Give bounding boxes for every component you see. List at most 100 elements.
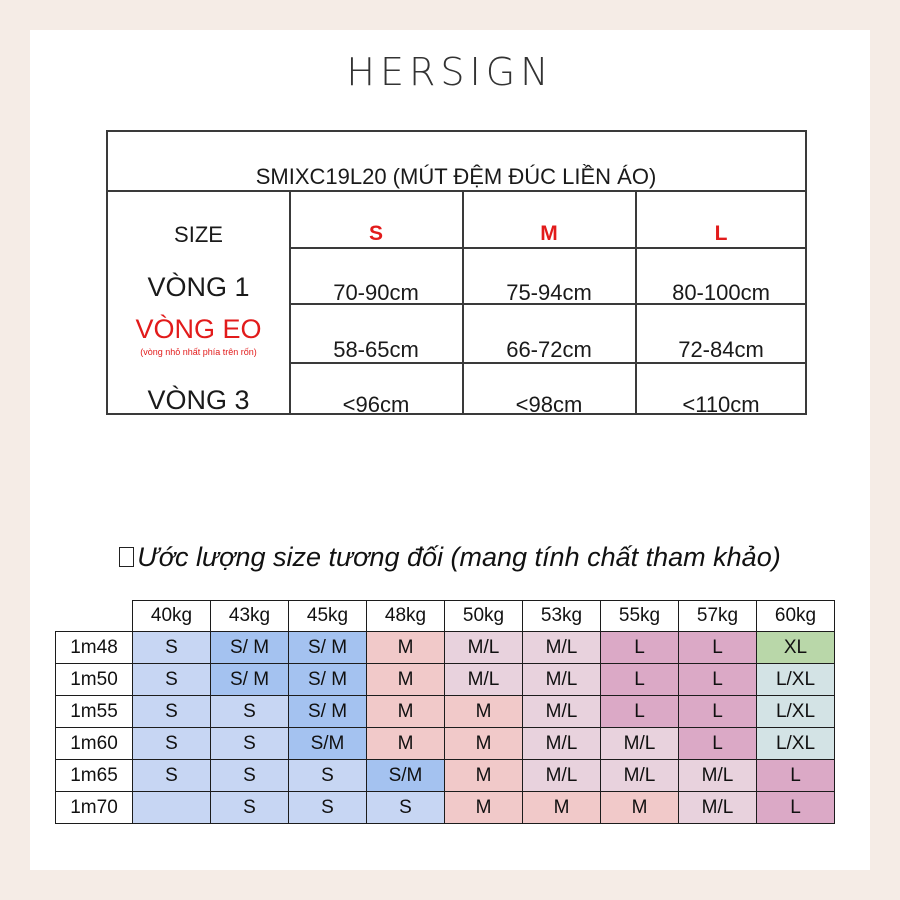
cell-vong-eo-s: 58-65cm bbox=[333, 337, 419, 362]
table-border-left bbox=[106, 130, 108, 414]
size-cell bbox=[133, 792, 211, 824]
cell-vong-eo-l: 72-84cm bbox=[678, 337, 764, 362]
cell-vong-3-m: <98cm bbox=[515, 392, 583, 417]
row-label-vong-3: VÒNG 3 bbox=[147, 385, 250, 415]
checkbox-glyph-icon bbox=[119, 547, 135, 567]
table-col-divider bbox=[462, 190, 464, 414]
size-cell: S/ M bbox=[289, 632, 367, 664]
table-col-divider bbox=[289, 190, 291, 414]
size-cell: S bbox=[133, 728, 211, 760]
size-cell: M/L bbox=[523, 728, 601, 760]
size-cell: S bbox=[133, 760, 211, 792]
size-cell: M/L bbox=[601, 728, 679, 760]
size-cell: S bbox=[211, 696, 289, 728]
weight-header: 57kg bbox=[679, 600, 757, 632]
weight-header: 55kg bbox=[601, 600, 679, 632]
size-cell: S bbox=[289, 792, 367, 824]
size-cell: L bbox=[679, 632, 757, 664]
size-cell: M/L bbox=[601, 760, 679, 792]
size-cell: L/XL bbox=[757, 728, 835, 760]
cell-vong-3-l: <110cm bbox=[682, 392, 760, 417]
weight-header: 40kg bbox=[133, 600, 211, 632]
size-cell: M bbox=[523, 792, 601, 824]
size-cell: L bbox=[679, 664, 757, 696]
size-header-l: L bbox=[714, 222, 728, 245]
size-cell: XL bbox=[757, 632, 835, 664]
size-cell: M/L bbox=[445, 664, 523, 696]
size-cell: S/ M bbox=[289, 696, 367, 728]
cell-vong-1-s: 70-90cm bbox=[333, 280, 419, 305]
size-cell: M/L bbox=[523, 696, 601, 728]
cell-vong-3-s: <96cm bbox=[342, 392, 410, 417]
weight-header: 50kg bbox=[445, 600, 523, 632]
size-cell: M bbox=[601, 792, 679, 824]
grid-corner-cell bbox=[55, 600, 133, 632]
table-row-divider bbox=[289, 247, 807, 249]
size-cell: S bbox=[211, 760, 289, 792]
row-note-vong-eo: (vòng nhỏ nhất phía trên rốn) bbox=[140, 347, 257, 357]
size-cell: S/M bbox=[289, 728, 367, 760]
size-cell: S bbox=[133, 664, 211, 696]
size-cell: M bbox=[445, 696, 523, 728]
size-cell: S/ M bbox=[211, 632, 289, 664]
size-cell: M/L bbox=[445, 632, 523, 664]
height-label: 1m70 bbox=[55, 792, 133, 824]
size-cell: L bbox=[601, 632, 679, 664]
size-cell: L bbox=[757, 760, 835, 792]
size-cell: M/L bbox=[523, 632, 601, 664]
row-label-vong-eo: VÒNG EO bbox=[135, 314, 262, 344]
table-border-bottom bbox=[106, 413, 807, 415]
estimate-heading: Ước lượng size tương đối (mang tính chất… bbox=[60, 542, 840, 573]
estimate-heading-text: Ước lượng size tương đối (mang tính chất… bbox=[137, 542, 781, 572]
weight-header: 53kg bbox=[523, 600, 601, 632]
size-cell: S bbox=[289, 760, 367, 792]
size-cell: M bbox=[445, 760, 523, 792]
height-label: 1m55 bbox=[55, 696, 133, 728]
weight-header: 45kg bbox=[289, 600, 367, 632]
size-cell: S bbox=[211, 792, 289, 824]
table-title-divider bbox=[106, 190, 807, 192]
weight-header: 48kg bbox=[367, 600, 445, 632]
table-row-divider bbox=[289, 303, 807, 305]
height-label: 1m65 bbox=[55, 760, 133, 792]
weight-header: 60kg bbox=[757, 600, 835, 632]
cell-vong-1-m: 75-94cm bbox=[506, 280, 592, 305]
size-header-s: S bbox=[368, 222, 383, 245]
size-cell: L bbox=[679, 696, 757, 728]
size-cell: L bbox=[757, 792, 835, 824]
height-label: 1m50 bbox=[55, 664, 133, 696]
size-cell: M/L bbox=[523, 664, 601, 696]
table-row-divider bbox=[289, 362, 807, 364]
size-table: SMIXC19L20 (MÚT ĐỆM ĐÚC LIỀN ÁO) SIZE S … bbox=[106, 130, 807, 417]
size-estimate-grid: 40kg 43kg 45kg 48kg 50kg 53kg 55kg 57kg 60kg 1m48… bbox=[55, 600, 835, 824]
size-cell: M bbox=[367, 728, 445, 760]
table-col-divider bbox=[635, 190, 637, 414]
size-cell: S bbox=[133, 696, 211, 728]
size-cell: L/XL bbox=[757, 696, 835, 728]
weight-header: 43kg bbox=[211, 600, 289, 632]
table-border-right bbox=[805, 130, 807, 414]
size-cell: M bbox=[445, 728, 523, 760]
height-label: 1m48 bbox=[55, 632, 133, 664]
size-cell: M/L bbox=[679, 792, 757, 824]
size-cell: L/XL bbox=[757, 664, 835, 696]
size-cell: L bbox=[601, 664, 679, 696]
cell-vong-eo-m: 66-72cm bbox=[506, 337, 592, 362]
row-label-vong-1: VÒNG 1 bbox=[147, 272, 250, 302]
size-cell: M bbox=[367, 664, 445, 696]
size-cell: L bbox=[601, 696, 679, 728]
table-title: SMIXC19L20 (MÚT ĐỆM ĐÚC LIỀN ÁO) bbox=[255, 164, 657, 189]
size-cell: M bbox=[367, 696, 445, 728]
size-cell: L bbox=[679, 728, 757, 760]
size-header-m: M bbox=[540, 222, 558, 245]
size-header-label: SIZE bbox=[174, 222, 223, 247]
size-cell: M bbox=[367, 632, 445, 664]
size-cell: S/M bbox=[367, 760, 445, 792]
size-cell: M bbox=[445, 792, 523, 824]
size-cell: M/L bbox=[679, 760, 757, 792]
size-cell: S bbox=[211, 728, 289, 760]
size-cell: S bbox=[367, 792, 445, 824]
cell-vong-1-l: 80-100cm bbox=[672, 280, 770, 305]
height-label: 1m60 bbox=[55, 728, 133, 760]
brand-logo: HERSIGN bbox=[346, 50, 554, 94]
